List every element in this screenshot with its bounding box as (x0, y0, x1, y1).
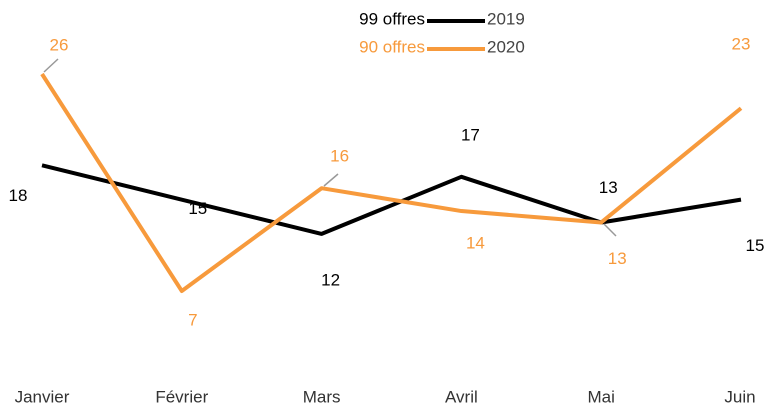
x-tick-label: Février (155, 387, 208, 406)
data-label: 15 (746, 236, 765, 255)
data-label: 15 (188, 199, 207, 218)
data-label: 26 (50, 35, 69, 54)
data-label: 18 (9, 186, 28, 205)
data-label: 14 (466, 234, 485, 253)
data-label: 7 (188, 310, 197, 329)
x-tick-label: Janvier (15, 387, 70, 406)
data-label: 16 (330, 147, 349, 166)
data-label: 12 (321, 270, 340, 289)
data-label: 13 (608, 249, 627, 268)
data-label: 23 (732, 35, 751, 54)
x-tick-label: Juin (724, 387, 755, 406)
line (41, 163, 742, 236)
data-label: 17 (461, 125, 480, 144)
legend-note: 99 offres (359, 9, 425, 28)
x-tick-label: Avril (445, 387, 478, 406)
line (40, 72, 743, 293)
legend-note: 90 offres (359, 37, 425, 56)
leader-line (323, 173, 339, 187)
legend-label: 2019 (487, 9, 525, 28)
x-tick-label: Mars (303, 387, 341, 406)
leader-line (603, 223, 617, 237)
x-tick-label: Mai (587, 387, 614, 406)
data-label: 13 (599, 178, 618, 197)
leader-line (43, 58, 59, 73)
legend-label: 2020 (487, 37, 525, 56)
